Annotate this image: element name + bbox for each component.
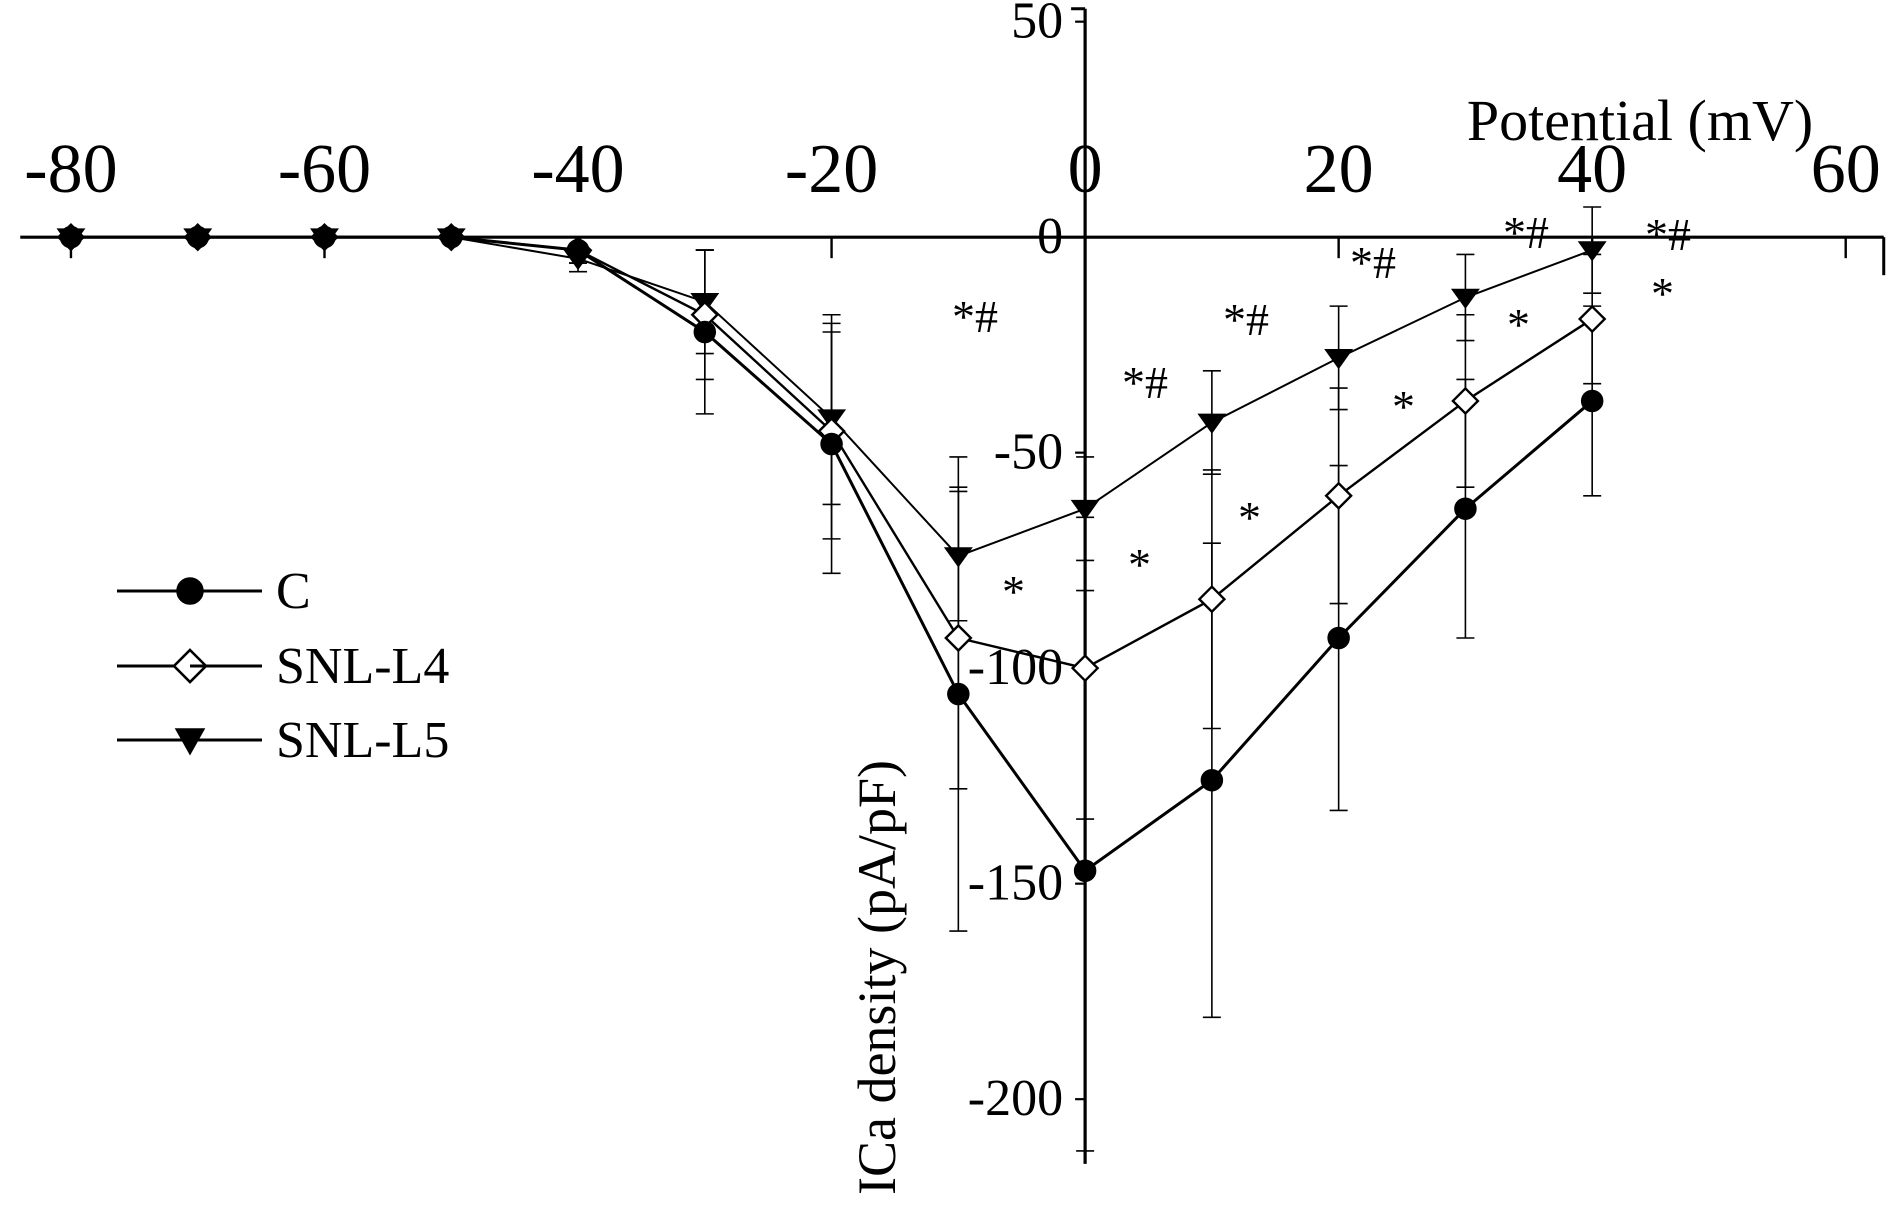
- svg-text:*#: *#: [1122, 357, 1168, 408]
- svg-text:-100: -100: [968, 639, 1063, 696]
- svg-text:-40: -40: [531, 131, 624, 208]
- svg-text:-200: -200: [968, 1070, 1063, 1127]
- svg-text:*: *: [1128, 539, 1151, 590]
- svg-text:-20: -20: [785, 131, 878, 208]
- svg-text:20: 20: [1304, 131, 1374, 208]
- svg-text:*#: *#: [1645, 209, 1691, 260]
- svg-text:0: 0: [1068, 131, 1103, 208]
- svg-text:*#: *#: [1503, 207, 1549, 258]
- svg-text:-80: -80: [24, 131, 117, 208]
- svg-text:60: 60: [1811, 131, 1881, 208]
- svg-text:SNL-L4: SNL-L4: [276, 638, 449, 695]
- svg-text:-60: -60: [278, 131, 371, 208]
- svg-text:*: *: [1238, 492, 1261, 543]
- svg-text:ICa density (pA/pF): ICa density (pA/pF): [847, 760, 907, 1195]
- svg-text:-50: -50: [994, 424, 1063, 481]
- svg-text:-150: -150: [968, 855, 1063, 912]
- svg-text:*: *: [1392, 381, 1415, 432]
- svg-text:*: *: [1507, 299, 1530, 350]
- svg-text:*#: *#: [1223, 294, 1269, 345]
- svg-text:*: *: [1651, 268, 1674, 319]
- svg-text:*: *: [1002, 566, 1025, 617]
- svg-text:50: 50: [1011, 0, 1063, 50]
- svg-text:SNL-L5: SNL-L5: [276, 712, 449, 769]
- svg-text:C: C: [276, 563, 311, 620]
- svg-text:*#: *#: [952, 291, 998, 342]
- svg-text:*#: *#: [1350, 237, 1396, 288]
- svg-text:0: 0: [1037, 208, 1063, 265]
- svg-text:Potential (mV): Potential (mV): [1467, 88, 1813, 153]
